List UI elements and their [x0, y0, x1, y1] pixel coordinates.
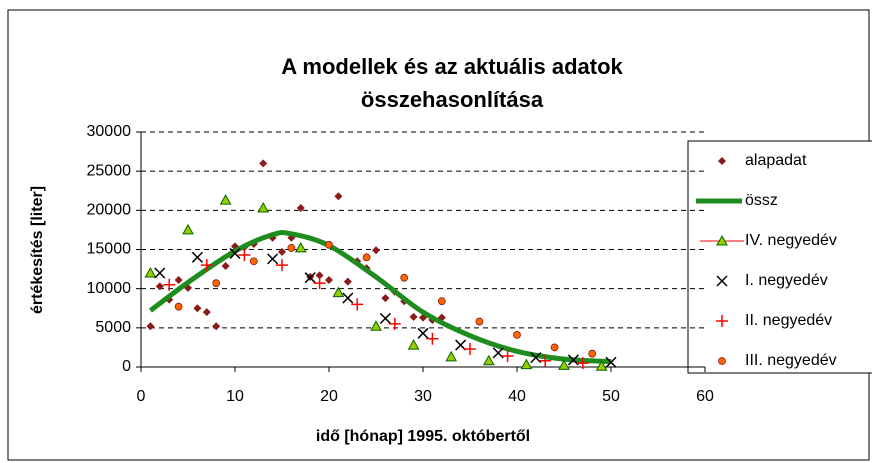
diamond-marker — [259, 159, 268, 168]
circle-marker — [174, 302, 183, 311]
x-tick-label: 20 — [320, 388, 338, 405]
triangle-marker — [182, 223, 194, 235]
diamond-marker — [212, 322, 221, 331]
y-tick-label: 15000 — [87, 241, 132, 258]
circle-marker — [362, 253, 371, 262]
triangle-marker — [332, 286, 345, 298]
plus-marker — [576, 357, 589, 370]
x-tick-label: 50 — [602, 388, 620, 405]
diamond-marker — [202, 308, 211, 317]
y-axis-label: értékesítés [liter] — [29, 186, 46, 314]
diamond-marker — [334, 192, 343, 201]
diamond-marker — [296, 203, 305, 212]
triangle-marker — [407, 339, 420, 350]
triangle-marker — [520, 358, 533, 370]
chart-title: összehasonlítása — [361, 87, 544, 112]
x-marker — [492, 347, 504, 359]
x-marker — [379, 312, 391, 324]
legend-label: IV. negyedév — [745, 232, 837, 249]
diamond-marker — [325, 276, 333, 285]
chart-title: A modellek és az aktuális adatok — [281, 54, 623, 79]
x-marker — [304, 272, 316, 284]
diamond-marker — [221, 261, 230, 270]
triangle-marker — [257, 201, 270, 213]
diamond-marker — [409, 312, 418, 321]
line — [148, 229, 612, 365]
legend-label: alapadat — [745, 152, 807, 169]
circle-marker — [588, 349, 597, 358]
circle-marker — [475, 317, 484, 326]
y-tick-label: 5000 — [95, 319, 131, 336]
x-marker — [191, 251, 203, 263]
triangle-marker — [716, 234, 728, 246]
circle-marker — [513, 330, 521, 339]
x-axis-label: idő [hónap] 1995. októbertől — [316, 428, 530, 445]
circle-marker — [718, 357, 726, 365]
triangle-marker — [558, 359, 570, 370]
x-tick-label: 30 — [414, 388, 432, 405]
plus-marker — [200, 259, 213, 272]
legend-label: össz — [745, 192, 778, 209]
triangle-marker — [595, 360, 608, 371]
circle-marker — [249, 257, 258, 266]
x-marker — [455, 339, 467, 351]
diamond-marker — [155, 282, 164, 291]
triangle-marker — [294, 241, 307, 253]
triangle-marker — [482, 354, 495, 366]
plus-marker — [426, 332, 439, 345]
x-marker — [417, 327, 429, 339]
plus-marker — [276, 259, 288, 272]
triangle-marker — [144, 266, 157, 278]
triangle-marker — [445, 350, 458, 362]
circle-marker — [437, 297, 446, 306]
plus-marker — [313, 277, 326, 290]
legend-label: II. negyedév — [745, 312, 832, 329]
x-marker — [229, 247, 241, 259]
circle-marker — [325, 240, 333, 249]
diamond-marker — [718, 157, 726, 165]
plus-marker — [464, 342, 476, 355]
plus-marker — [716, 315, 728, 327]
legend-label: III. negyedév — [745, 352, 837, 369]
x-tick-label: 0 — [137, 388, 146, 405]
y-tick-label: 30000 — [87, 123, 132, 140]
x-marker — [605, 356, 617, 368]
y-tick-label: 10000 — [87, 280, 132, 297]
plus-marker — [501, 350, 514, 363]
triangle-marker — [219, 194, 232, 205]
legend-label: I. negyedév — [745, 272, 828, 289]
triangle-marker — [370, 320, 382, 331]
diamond-marker — [146, 322, 155, 331]
x-marker — [530, 352, 542, 364]
diamond-marker — [315, 271, 324, 280]
x-tick-label: 60 — [696, 388, 714, 405]
diamond-marker — [343, 277, 352, 286]
plus-marker — [388, 317, 401, 330]
diamond-marker — [174, 276, 183, 285]
diamond-marker — [381, 294, 390, 303]
x-marker — [267, 253, 279, 265]
circle-marker — [550, 343, 559, 352]
legend-box — [687, 140, 872, 374]
y-tick-label: 20000 — [87, 202, 132, 219]
circle-marker — [400, 273, 409, 282]
x-marker — [567, 354, 579, 366]
x-marker — [342, 292, 354, 304]
circle-marker — [287, 244, 296, 252]
diamond-marker — [372, 246, 380, 255]
y-tick-label: 25000 — [87, 162, 132, 179]
plus-marker — [163, 278, 176, 291]
diamond-marker — [278, 247, 286, 256]
y-tick-label: 0 — [122, 358, 131, 375]
x-tick-label: 10 — [226, 388, 244, 405]
plus-marker — [539, 354, 552, 367]
x-tick-label: 40 — [508, 388, 526, 405]
plus-marker — [351, 298, 364, 311]
x-marker — [154, 267, 166, 279]
plus-marker — [238, 248, 251, 261]
x-marker — [716, 275, 728, 287]
circle-marker — [212, 279, 221, 288]
diamond-marker — [193, 304, 202, 313]
